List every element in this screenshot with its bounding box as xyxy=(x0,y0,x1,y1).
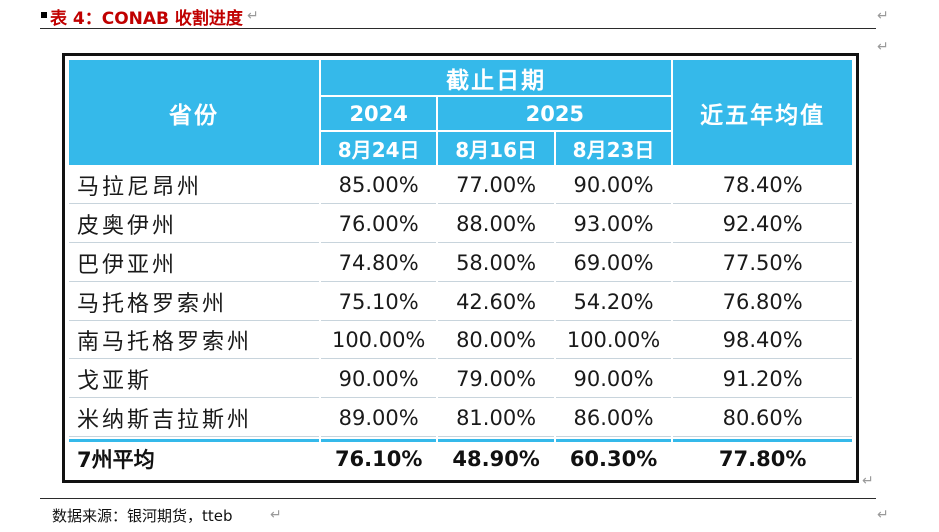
average-label-cell: 7州平均 xyxy=(69,439,319,476)
value-cell: 100.00% xyxy=(555,323,672,360)
paragraph-mark-icon: ↵ xyxy=(877,8,889,24)
paragraph-mark-icon: ↵ xyxy=(862,473,874,489)
source-note: 数据来源：银河期货，tteb xyxy=(52,507,233,525)
value-cell: 86.00% xyxy=(555,400,672,438)
value-cell: 100.00% xyxy=(320,323,437,360)
value-cell: 88.00% xyxy=(438,206,554,243)
value-cell: 77.50% xyxy=(673,245,852,282)
average-row: 7州平均 76.10% 48.90% 60.30% 77.80% xyxy=(69,439,852,476)
average-value-cell: 48.90% xyxy=(438,439,554,476)
paragraph-mark-icon: ↵ xyxy=(877,39,889,55)
table-row: 皮奥伊州 76.00% 88.00% 93.00% 92.40% xyxy=(69,206,852,243)
value-cell: 74.80% xyxy=(320,245,437,282)
column-header-year: 2025 xyxy=(438,97,672,130)
caption-bar: 表 4：CONAB 收割进度 xyxy=(40,2,876,29)
value-cell: 80.00% xyxy=(438,323,554,360)
table-row: 巴伊亚州 74.80% 58.00% 69.00% 77.50% xyxy=(69,245,852,282)
average-value-cell: 60.30% xyxy=(555,439,672,476)
value-cell: 80.60% xyxy=(673,400,852,438)
table-row: 米纳斯吉拉斯州 89.00% 81.00% 86.00% 80.60% xyxy=(69,400,852,438)
footer-divider xyxy=(40,498,876,499)
value-cell: 54.20% xyxy=(555,284,672,321)
paragraph-mark-icon: ↵ xyxy=(247,8,259,24)
value-cell: 42.60% xyxy=(438,284,554,321)
province-cell: 南马托格罗索州 xyxy=(69,323,319,360)
bullet-icon xyxy=(41,12,47,18)
value-cell: 91.20% xyxy=(673,361,852,399)
value-cell: 76.80% xyxy=(673,284,852,321)
province-cell: 戈亚斯 xyxy=(69,361,319,399)
value-cell: 90.00% xyxy=(320,361,437,399)
value-cell: 79.00% xyxy=(438,361,554,399)
table-row: 马拉尼昂州 85.00% 77.00% 90.00% 78.40% xyxy=(69,167,852,204)
province-cell: 米纳斯吉拉斯州 xyxy=(69,400,319,438)
table-row: 南马托格罗索州 100.00% 80.00% 100.00% 98.40% xyxy=(69,323,852,360)
value-cell: 58.00% xyxy=(438,245,554,282)
table-row: 戈亚斯 90.00% 79.00% 90.00% 91.20% xyxy=(69,361,852,399)
average-value-cell: 77.80% xyxy=(673,439,852,476)
value-cell: 77.00% xyxy=(438,167,554,204)
paragraph-mark-icon: ↵ xyxy=(270,507,282,523)
value-cell: 93.00% xyxy=(555,206,672,243)
value-cell: 90.00% xyxy=(555,361,672,399)
column-header-date: 8月16日 xyxy=(438,132,554,165)
column-header-date: 8月23日 xyxy=(555,132,672,165)
value-cell: 69.00% xyxy=(555,245,672,282)
province-cell: 马拉尼昂州 xyxy=(69,167,319,204)
table-row: 马托格罗索州 75.10% 42.60% 54.20% 76.80% xyxy=(69,284,852,321)
value-cell: 98.40% xyxy=(673,323,852,360)
province-cell: 巴伊亚州 xyxy=(69,245,319,282)
province-cell: 马托格罗索州 xyxy=(69,284,319,321)
table-title: 表 4：CONAB 收割进度 xyxy=(50,9,243,29)
value-cell: 81.00% xyxy=(438,400,554,438)
average-value-cell: 76.10% xyxy=(320,439,437,476)
value-cell: 85.00% xyxy=(320,167,437,204)
column-header-province: 省份 xyxy=(69,60,319,165)
harvest-progress-table: 省份 截止日期 近五年均值 2024 2025 8月24日 8月16日 8月23… xyxy=(62,53,859,483)
value-cell: 90.00% xyxy=(555,167,672,204)
value-cell: 75.10% xyxy=(320,284,437,321)
data-table: 省份 截止日期 近五年均值 2024 2025 8月24日 8月16日 8月23… xyxy=(67,58,854,478)
value-cell: 78.40% xyxy=(673,167,852,204)
value-cell: 89.00% xyxy=(320,400,437,438)
province-cell: 皮奥伊州 xyxy=(69,206,319,243)
paragraph-mark-icon: ↵ xyxy=(877,507,889,523)
column-header-year: 2024 xyxy=(320,97,437,130)
column-header-date: 8月24日 xyxy=(320,132,437,165)
value-cell: 76.00% xyxy=(320,206,437,243)
column-header-deadline: 截止日期 xyxy=(320,60,672,95)
value-cell: 92.40% xyxy=(673,206,852,243)
column-header-five-year-avg: 近五年均值 xyxy=(673,60,852,165)
